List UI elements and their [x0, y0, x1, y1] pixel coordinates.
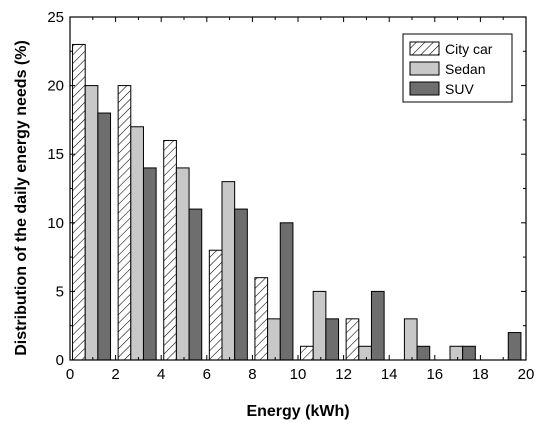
- bar-sedan-12-14: [358, 345, 372, 361]
- x-tick-label: 12: [335, 366, 352, 383]
- legend-label-suv: SUV: [445, 81, 474, 97]
- axes-layer: 0 2 4 6 8 10 12 14 16 18 20 0 5 10 15 20 25: [47, 9, 534, 383]
- bar-suv-2-4: [142, 167, 157, 361]
- bar-city-car-8-10: [254, 277, 269, 361]
- x-tick-label: 14: [381, 366, 398, 383]
- y-tick-label: 15: [47, 146, 64, 163]
- bar-city-car-4-6: [163, 139, 177, 361]
- bar-suv-18-20: [507, 332, 522, 361]
- legend-swatch-suv: [409, 81, 440, 96]
- bar-suv-8-10: [279, 222, 294, 361]
- x-tick-label: 8: [248, 366, 256, 383]
- x-tick-label: 2: [111, 366, 119, 383]
- bar-sedan-6-8: [221, 181, 236, 361]
- legend-swatch-sedan: [409, 61, 440, 76]
- bar-city-car-6-8: [208, 249, 223, 361]
- bar-sedan-16-18: [449, 345, 464, 361]
- legend-swatch-city-car: [409, 41, 440, 56]
- x-tick-label: 0: [66, 366, 74, 383]
- y-tick-label: 20: [47, 78, 64, 95]
- bar-sedan-4-6: [175, 167, 190, 361]
- bar-sedan-0-2: [84, 85, 99, 361]
- bar-city-car-2-4: [117, 85, 132, 361]
- bar-suv-0-2: [97, 112, 112, 361]
- bar-city-car-12-14: [345, 318, 360, 361]
- x-axis-title: Energy (kWh): [246, 403, 349, 420]
- bars-layer: [72, 43, 522, 361]
- bar-sedan-2-4: [130, 126, 144, 361]
- y-tick-label: 5: [56, 283, 64, 300]
- bar-city-car-0-2: [72, 43, 86, 361]
- x-tick-label: 4: [157, 366, 165, 383]
- bar-sedan-8-10: [267, 318, 281, 361]
- x-tick-label: 20: [518, 366, 535, 383]
- bar-suv-10-12: [325, 318, 340, 361]
- y-axis-title: Distribution of the daily energy needs (…: [13, 40, 30, 356]
- legend-label-city-car: City car: [445, 41, 493, 57]
- x-tick-label: 16: [426, 366, 443, 383]
- y-tick-label: 10: [47, 215, 64, 232]
- bar-suv-4-6: [188, 208, 203, 361]
- bar-suv-6-8: [234, 208, 248, 361]
- y-tick-label: 0: [56, 352, 64, 369]
- bar-suv-16-18: [462, 345, 476, 361]
- x-tick-label: 6: [203, 366, 211, 383]
- bar-suv-12-14: [370, 290, 385, 361]
- bar-sedan-10-12: [312, 290, 327, 361]
- x-tick-label: 10: [290, 366, 307, 383]
- legend-label-sedan: Sedan: [445, 61, 485, 77]
- bar-sedan-14-16: [403, 318, 418, 361]
- legend: City car Sedan SUV: [402, 33, 513, 103]
- bar-city-car-10-12: [300, 345, 314, 361]
- x-tick-label: 18: [472, 366, 489, 383]
- bar-suv-14-16: [416, 345, 431, 361]
- y-tick-label: 25: [47, 9, 64, 26]
